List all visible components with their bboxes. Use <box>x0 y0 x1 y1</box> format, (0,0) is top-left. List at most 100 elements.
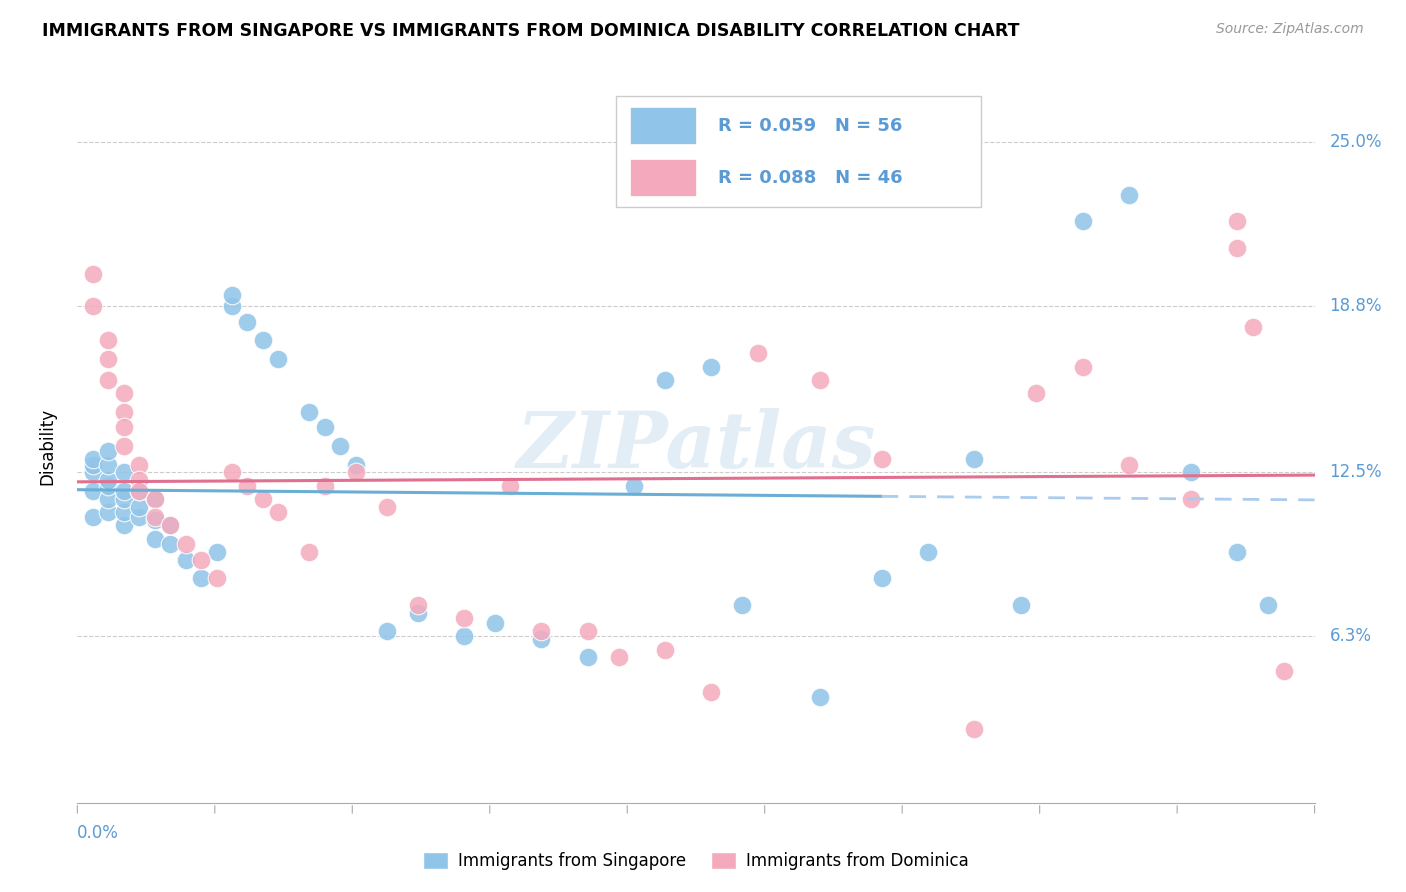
Point <box>143 513 166 527</box>
Point <box>1226 545 1249 559</box>
Point <box>190 552 212 566</box>
Point <box>1257 598 1279 612</box>
Point <box>1180 491 1202 506</box>
Point <box>870 571 893 585</box>
Point <box>128 483 150 498</box>
Point <box>700 359 723 374</box>
Point <box>870 452 893 467</box>
Point <box>329 439 352 453</box>
Point <box>654 642 676 657</box>
Point <box>159 518 181 533</box>
Point <box>1118 188 1140 202</box>
Point <box>1180 466 1202 480</box>
Point <box>82 510 104 524</box>
Text: 18.8%: 18.8% <box>1330 297 1382 315</box>
Point <box>375 624 398 638</box>
Point <box>1071 214 1094 228</box>
Point <box>97 478 120 492</box>
Point <box>97 373 120 387</box>
Point <box>112 518 135 533</box>
Point <box>917 545 939 559</box>
Point <box>112 483 135 498</box>
Point <box>267 351 290 366</box>
Point <box>143 491 166 506</box>
Point <box>143 510 166 524</box>
Point <box>252 333 274 347</box>
Point <box>406 606 429 620</box>
Point <box>267 505 290 519</box>
Point <box>205 571 228 585</box>
Text: 12.5%: 12.5% <box>1330 464 1382 482</box>
Point <box>808 373 831 387</box>
Point <box>607 650 630 665</box>
Point <box>1226 214 1249 228</box>
Point <box>314 478 336 492</box>
Point <box>747 346 769 360</box>
Point <box>1118 458 1140 472</box>
Text: IMMIGRANTS FROM SINGAPORE VS IMMIGRANTS FROM DOMINICA DISABILITY CORRELATION CHA: IMMIGRANTS FROM SINGAPORE VS IMMIGRANTS … <box>42 22 1019 40</box>
Point <box>112 505 135 519</box>
Point <box>963 722 986 736</box>
Point <box>1272 664 1295 678</box>
Point <box>159 518 181 533</box>
Point <box>530 624 553 638</box>
Point <box>298 404 321 418</box>
Point <box>314 420 336 434</box>
Point <box>406 598 429 612</box>
Point <box>112 491 135 506</box>
Point <box>190 571 212 585</box>
Point <box>236 315 259 329</box>
Point <box>97 474 120 488</box>
Point <box>112 386 135 401</box>
Point <box>159 537 181 551</box>
Point <box>221 299 243 313</box>
Legend: Immigrants from Singapore, Immigrants from Dominica: Immigrants from Singapore, Immigrants fr… <box>416 845 976 877</box>
Point <box>205 545 228 559</box>
Point <box>1241 320 1264 334</box>
Point <box>700 685 723 699</box>
Point <box>128 510 150 524</box>
Point <box>252 491 274 506</box>
Point <box>143 532 166 546</box>
Point <box>143 491 166 506</box>
Point <box>82 299 104 313</box>
Point <box>112 404 135 418</box>
Point <box>82 483 104 498</box>
Point <box>128 458 150 472</box>
Point <box>1071 359 1094 374</box>
Point <box>576 624 599 638</box>
Point <box>453 611 475 625</box>
Point <box>221 288 243 302</box>
Point <box>128 483 150 498</box>
Point <box>82 267 104 281</box>
Point <box>128 474 150 488</box>
Point <box>623 478 645 492</box>
Point <box>97 505 120 519</box>
Point <box>112 439 135 453</box>
Point <box>499 478 522 492</box>
Point <box>375 500 398 514</box>
Point <box>236 478 259 492</box>
Text: 25.0%: 25.0% <box>1330 133 1382 151</box>
Point <box>112 466 135 480</box>
Point <box>221 466 243 480</box>
Point <box>82 452 104 467</box>
Point <box>731 598 754 612</box>
Point <box>1010 598 1032 612</box>
Point <box>808 690 831 704</box>
Point <box>344 458 367 472</box>
Point <box>1226 241 1249 255</box>
Point <box>453 629 475 643</box>
Point <box>576 650 599 665</box>
Point <box>82 458 104 472</box>
Point <box>128 500 150 514</box>
Point <box>174 537 197 551</box>
Point <box>654 373 676 387</box>
Text: ZIPatlas: ZIPatlas <box>516 408 876 484</box>
Point <box>82 466 104 480</box>
Point <box>97 333 120 347</box>
Point <box>97 491 120 506</box>
Point <box>97 458 120 472</box>
Point <box>97 444 120 458</box>
Point <box>484 616 506 631</box>
